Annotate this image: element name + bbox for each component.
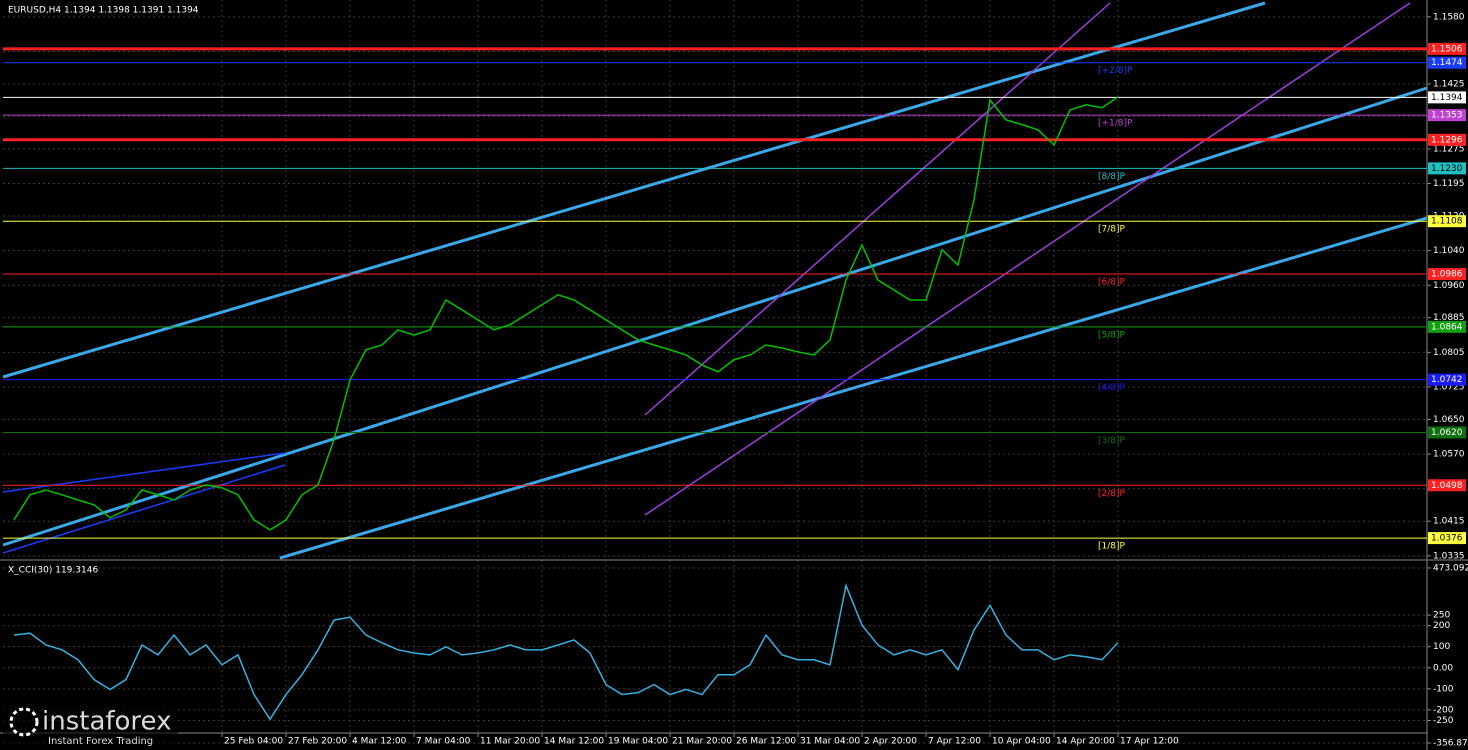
- x-tick-label: 26 Mar 12:00: [736, 737, 796, 747]
- level-label-box: [1428, 133, 1466, 146]
- level-label-box: [1428, 320, 1466, 333]
- level-label-box: [1428, 268, 1466, 281]
- y-tick-label: 1.1275: [1433, 144, 1465, 154]
- y-tick-label: 1.0415: [1433, 517, 1465, 527]
- y-tick-label: 1.1195: [1433, 179, 1465, 189]
- y-tick-label: 1.1425: [1433, 79, 1465, 89]
- x-tick-label: 10 Apr 04:00: [992, 737, 1051, 747]
- level-label-box: [1428, 91, 1466, 104]
- level-label-box: [1428, 479, 1466, 492]
- murray-label: [+2/8]P: [1098, 66, 1133, 76]
- x-tick-label: 7 Apr 12:00: [928, 737, 981, 747]
- x-tick-label: 11 Mar 20:00: [480, 737, 540, 747]
- indicator-title: X_CCI(30) 119.3146: [8, 566, 98, 576]
- level-label: 1.1296: [1431, 135, 1463, 145]
- level-label: 1.0986: [1431, 270, 1463, 280]
- level-label: 1.1353: [1431, 111, 1463, 121]
- y-tick-label: -356.879: [1433, 739, 1468, 749]
- murray-label: [1/8]P: [1098, 542, 1126, 552]
- level-label: 1.0864: [1431, 322, 1463, 332]
- channel-line: [644, 2, 1111, 416]
- x-tick-label: 7 Mar 04:00: [416, 737, 471, 747]
- level-label-box: [1428, 215, 1466, 228]
- trend-line: [2, 86, 1428, 547]
- logo-icon: [9, 707, 39, 737]
- murray-label: [3/8]P: [1098, 436, 1126, 446]
- level-label: 1.0376: [1431, 534, 1463, 544]
- level-label: 1.1230: [1431, 164, 1463, 174]
- x-tick-label: 17 Apr 12:00: [1120, 737, 1179, 747]
- y-tick-label: 1.0725: [1433, 382, 1465, 392]
- y-tick-label: -200: [1433, 705, 1454, 715]
- price-line: [13, 582, 1119, 721]
- y-tick-label: 473.0924: [1433, 564, 1468, 574]
- logo: instaforex Instant Forex Trading: [3, 705, 178, 750]
- murray-label: [6/8]P: [1098, 278, 1126, 288]
- x-tick-label: 4 Mar 12:00: [352, 737, 407, 747]
- x-tick-label: 31 Mar 04:00: [800, 737, 860, 747]
- trend-line: [279, 216, 1428, 560]
- level-label-box: [1428, 109, 1466, 122]
- logo-text: instaforex: [42, 707, 171, 737]
- grid-layer: [3, 0, 1427, 744]
- level-label-box: [1428, 373, 1466, 386]
- channel-line: [644, 2, 1411, 516]
- murray-label: [8/8]P: [1098, 172, 1126, 182]
- x-tick-label: 21 Mar 20:00: [672, 737, 732, 747]
- x-tick-label: 2 Apr 20:00: [864, 737, 917, 747]
- trend-lines: [2, 1, 1428, 560]
- y-tick-label: 1.0650: [1433, 415, 1465, 425]
- x-tick-label: 25 Feb 04:00: [224, 737, 283, 747]
- chart-title: EURUSD,H4 1.1394 1.1398 1.1391 1.1394: [8, 6, 199, 16]
- murray-label: [5/8]P: [1098, 330, 1126, 340]
- level-label: 1.1108: [1431, 217, 1463, 227]
- logo-subtext: Instant Forex Trading: [48, 736, 153, 747]
- y-tick-label: 200: [1433, 621, 1450, 631]
- trend-line: [2, 1, 1266, 379]
- y-tick-label: 0.00: [1433, 663, 1453, 673]
- level-label: 1.0498: [1431, 481, 1463, 491]
- y-tick-label: 250: [1433, 611, 1450, 621]
- level-label: 1.1474: [1431, 58, 1463, 68]
- murray-label: [4/8]P: [1098, 383, 1126, 393]
- murray-label: [7/8]P: [1098, 225, 1126, 235]
- price-line: [13, 96, 1119, 531]
- level-label: 1.1506: [1431, 44, 1463, 54]
- y-tick-label: 1.0570: [1433, 450, 1465, 460]
- x-tick-label: 19 Mar 04:00: [608, 737, 668, 747]
- level-label-box: [1428, 532, 1466, 545]
- level-label-box: [1428, 42, 1466, 55]
- y-tick-label: 1.1580: [1433, 12, 1465, 22]
- y-tick-label: 1.0960: [1433, 281, 1465, 291]
- y-tick-label: -250: [1433, 716, 1454, 726]
- y-tick-label: 1.0335: [1433, 551, 1465, 561]
- murray-label: [2/8]P: [1098, 489, 1126, 499]
- x-tick-label: 14 Mar 12:00: [544, 737, 604, 747]
- y-tick-label: 1.0805: [1433, 348, 1465, 358]
- level-label: 1.0620: [1431, 428, 1463, 438]
- level-label: 1.1394: [1431, 93, 1463, 103]
- y-tick-label: 1.1040: [1433, 246, 1465, 256]
- level-label: 1.0742: [1431, 375, 1463, 385]
- y-tick-label: 100: [1433, 642, 1450, 652]
- x-tick-label: 27 Feb 20:00: [288, 737, 347, 747]
- level-label-box: [1428, 162, 1466, 175]
- murray-label: [+1/8]P: [1098, 119, 1133, 129]
- y-tick-label: 1.0885: [1433, 313, 1465, 323]
- level-label-box: [1428, 56, 1466, 69]
- y-tick-label: -100: [1433, 684, 1454, 694]
- level-label-box: [1428, 426, 1466, 439]
- x-tick-label: 14 Apr 20:00: [1056, 737, 1115, 747]
